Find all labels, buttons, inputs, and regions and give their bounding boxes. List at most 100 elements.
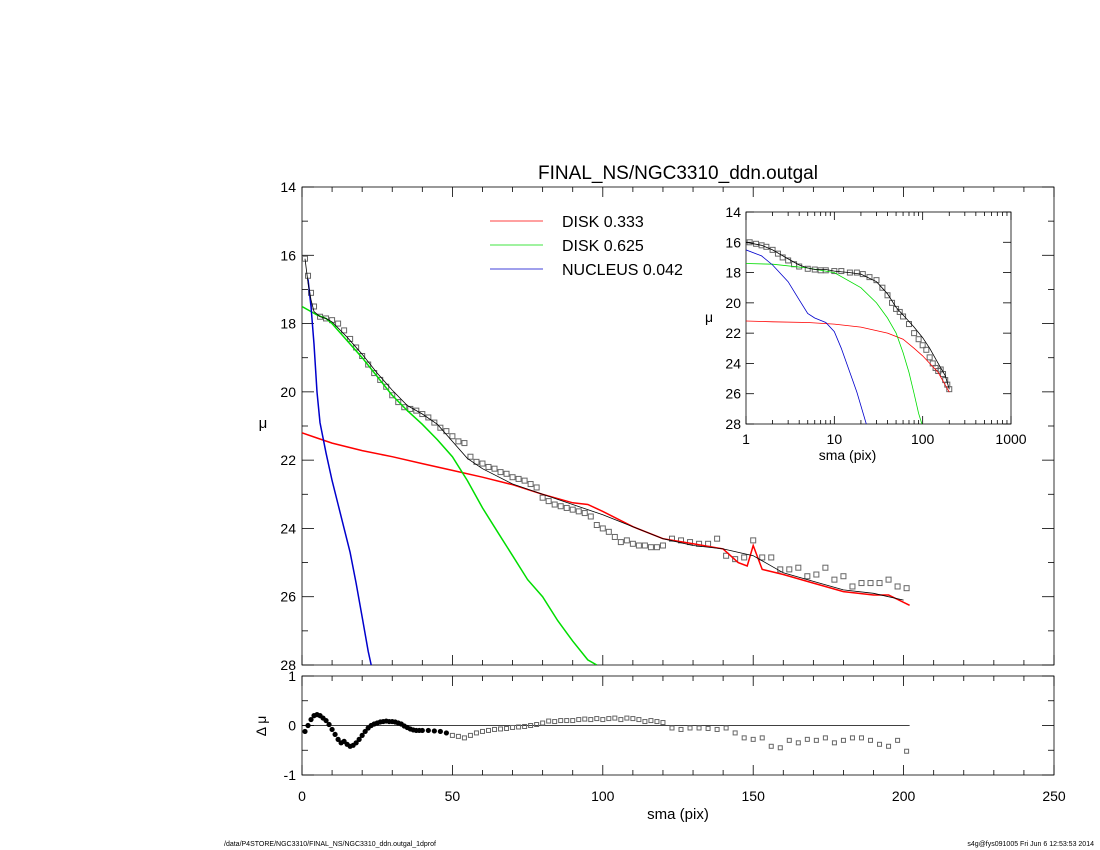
legend-entry-2: NUCLEUS 0.042 (562, 262, 683, 279)
inset-data-point (900, 313, 907, 320)
residual-point (877, 741, 883, 747)
data-point (849, 583, 856, 590)
residual-point (431, 728, 437, 734)
res-y-tick-label: 1 (288, 668, 296, 684)
residual-point (687, 725, 693, 731)
residual-point (323, 717, 329, 724)
residual-point (576, 717, 582, 723)
main-profile-panel: FINAL_NS/NGC3310_ddn.outgal 14 16 18 20 22 24 2… (259, 163, 1055, 673)
y-tick-label: 16 (280, 247, 296, 263)
y-tick-label: 28 (280, 657, 296, 673)
residual-point (467, 732, 473, 738)
residual-point (356, 736, 362, 742)
data-point (858, 580, 865, 587)
footer-stamp: s4g@fys091005 Fri Jun 6 12:53:53 2014 (967, 841, 1094, 848)
data-point (804, 573, 811, 580)
residual-point (425, 727, 431, 734)
residual-point (359, 732, 365, 739)
data-point (449, 433, 456, 440)
residual-point (582, 716, 588, 722)
residual-point (473, 730, 479, 736)
data-point (831, 576, 838, 583)
y-tick-label: 20 (280, 384, 296, 400)
residual-point (849, 735, 855, 741)
residual-point (510, 724, 516, 730)
res-x-tick-label: 200 (892, 788, 916, 804)
residual-point (618, 717, 624, 723)
data-point (569, 506, 576, 513)
data-point (653, 544, 660, 551)
residual-point (858, 735, 864, 741)
data-point (903, 585, 910, 592)
data-point (545, 498, 552, 505)
residual-point (419, 727, 425, 734)
inset-y-tick-label: 28 (725, 416, 741, 432)
inset-data-point (911, 330, 918, 337)
inset-y-tick-label: 26 (725, 386, 741, 402)
inset-data-point (879, 284, 886, 291)
data-point (768, 554, 775, 561)
main-plot-area (302, 255, 910, 665)
data-point (419, 411, 426, 418)
data-point (867, 580, 874, 587)
inset-data-point (769, 246, 776, 253)
chart-title: FINAL_NS/NGC3310_ddn.outgal (538, 163, 818, 184)
residual-point (588, 717, 594, 723)
residual-point (642, 719, 648, 725)
data-point (431, 419, 438, 426)
y-tick-label: 26 (280, 589, 296, 605)
data-point (759, 554, 766, 561)
residual-point (552, 719, 558, 725)
residual-point (437, 728, 443, 735)
inset-data-point (884, 292, 891, 299)
data-point (659, 542, 666, 549)
inset-data-point (853, 269, 860, 276)
residual-point (546, 718, 552, 724)
data-point (551, 501, 558, 508)
residual-point (479, 728, 485, 734)
inset-data-point (774, 250, 781, 257)
y-tick-label: 24 (280, 520, 296, 536)
residual-point (449, 732, 455, 738)
data-point (485, 463, 492, 470)
res-y-tick-label: 0 (288, 718, 296, 734)
residual-point (732, 730, 738, 736)
data-point (557, 503, 564, 510)
data-point (593, 522, 600, 529)
data-point (623, 537, 630, 544)
data-point (732, 556, 739, 563)
data-point (795, 564, 802, 571)
data-point (629, 540, 636, 547)
inset-log-panel: 14 16 18 20 22 24 26 281 10 100 1000 sma (pix) μ (705, 204, 1027, 463)
inset-series-line-0 (746, 320, 950, 393)
data-point (509, 474, 516, 481)
data-point (599, 525, 606, 532)
data-point (539, 494, 546, 501)
residual-point (840, 737, 846, 743)
residual-point (329, 726, 335, 733)
residual-point (696, 725, 702, 731)
data-point (467, 453, 474, 460)
res-y-axis-label: Δ μ (253, 716, 269, 737)
inset-y-tick-label: 20 (725, 295, 741, 311)
inset-y-tick-label: 14 (725, 204, 741, 220)
data-point (515, 475, 522, 482)
residual-point (558, 718, 564, 724)
data-point (335, 320, 342, 327)
residual-point (498, 726, 504, 732)
inset-data-point (926, 354, 933, 361)
inset-data-point (763, 243, 770, 250)
data-point (533, 484, 540, 491)
data-point (563, 504, 570, 511)
residual-point (804, 736, 810, 742)
data-point (668, 535, 675, 542)
inset-series-line-2 (746, 249, 867, 424)
data-point (876, 580, 883, 587)
res-x-tick-label: 50 (445, 788, 461, 804)
data-point (822, 564, 829, 571)
data-point (635, 542, 642, 549)
residual-point (795, 740, 801, 746)
residual-point (723, 725, 729, 731)
data-point (395, 399, 402, 406)
